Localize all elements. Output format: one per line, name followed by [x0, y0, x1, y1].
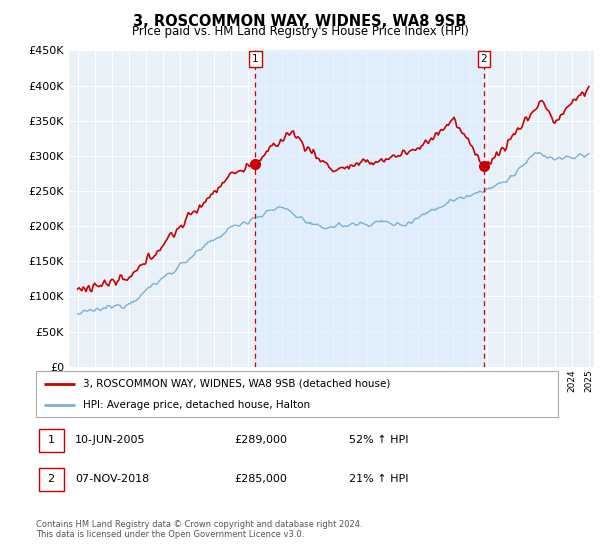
Text: 2: 2	[47, 474, 55, 484]
Text: £285,000: £285,000	[235, 474, 287, 484]
Text: 2: 2	[481, 54, 487, 64]
Text: 21% ↑ HPI: 21% ↑ HPI	[349, 474, 409, 484]
FancyBboxPatch shape	[38, 468, 64, 491]
Text: 10-JUN-2005: 10-JUN-2005	[75, 436, 146, 445]
Text: 3, ROSCOMMON WAY, WIDNES, WA8 9SB (detached house): 3, ROSCOMMON WAY, WIDNES, WA8 9SB (detac…	[83, 379, 391, 389]
Text: HPI: Average price, detached house, Halton: HPI: Average price, detached house, Halt…	[83, 400, 310, 410]
Text: 07-NOV-2018: 07-NOV-2018	[75, 474, 149, 484]
Text: 1: 1	[252, 54, 259, 64]
Text: 1: 1	[47, 436, 55, 445]
Bar	[256, 50, 484, 367]
Text: 3, ROSCOMMON WAY, WIDNES, WA8 9SB: 3, ROSCOMMON WAY, WIDNES, WA8 9SB	[133, 14, 467, 29]
Text: £289,000: £289,000	[235, 436, 287, 445]
Text: 52% ↑ HPI: 52% ↑ HPI	[349, 436, 409, 445]
Text: Contains HM Land Registry data © Crown copyright and database right 2024.
This d: Contains HM Land Registry data © Crown c…	[36, 520, 362, 539]
Text: Price paid vs. HM Land Registry's House Price Index (HPI): Price paid vs. HM Land Registry's House …	[131, 25, 469, 38]
FancyBboxPatch shape	[36, 371, 558, 417]
FancyBboxPatch shape	[38, 429, 64, 452]
